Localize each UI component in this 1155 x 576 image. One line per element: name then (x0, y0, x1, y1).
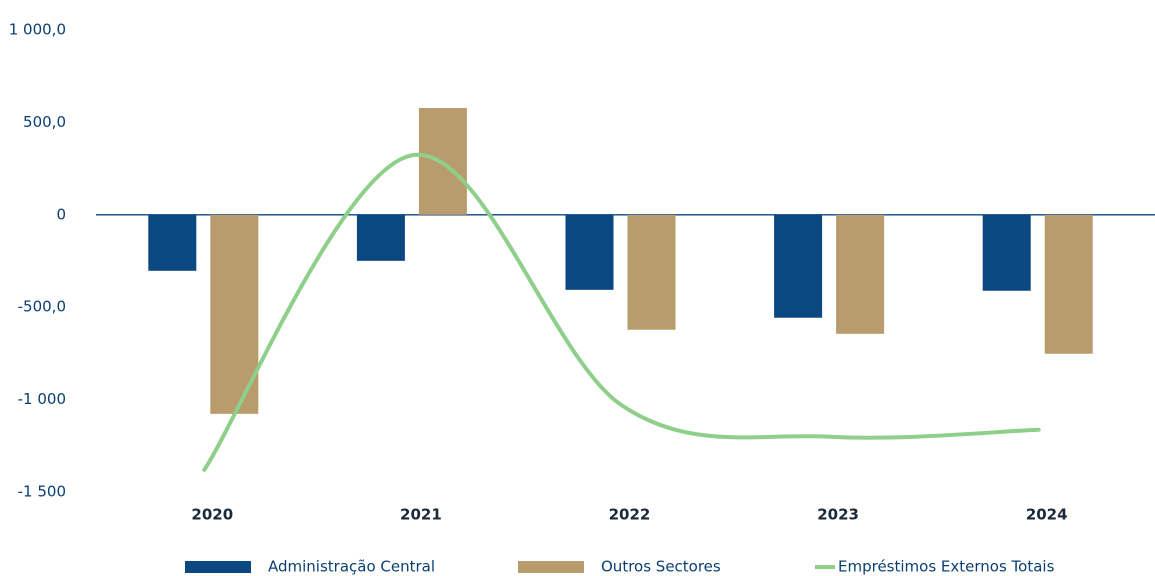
x-tick-label: 2020 (191, 506, 233, 524)
legend-swatch (185, 561, 251, 573)
x-tick-label: 2021 (400, 506, 442, 524)
y-tick-label: -500,0 (18, 298, 66, 316)
line (202, 153, 1041, 472)
legend-label: Outros Sectores (601, 558, 721, 576)
bar (774, 214, 823, 318)
legend-label: Administração Central (268, 558, 435, 576)
bar (148, 214, 197, 271)
y-tick-label: -1 000 (18, 390, 66, 408)
bar (982, 214, 1031, 291)
x-tick-label: 2022 (609, 506, 651, 524)
bar (1044, 214, 1093, 354)
y-tick-label: 0 (56, 205, 66, 223)
x-tick-label: 2024 (1026, 506, 1068, 524)
legend-swatch (518, 561, 584, 573)
legend-label: Empréstimos Externos Totais (838, 558, 1055, 576)
y-tick-label: 500,0 (23, 113, 66, 131)
y-tick-label: 1 000,0 (9, 21, 66, 39)
bar (836, 214, 885, 334)
bar (627, 214, 676, 330)
bar (565, 214, 614, 290)
bar (356, 214, 405, 261)
y-tick-label: -1 500 (18, 483, 66, 501)
x-tick-label: 2023 (817, 506, 859, 524)
